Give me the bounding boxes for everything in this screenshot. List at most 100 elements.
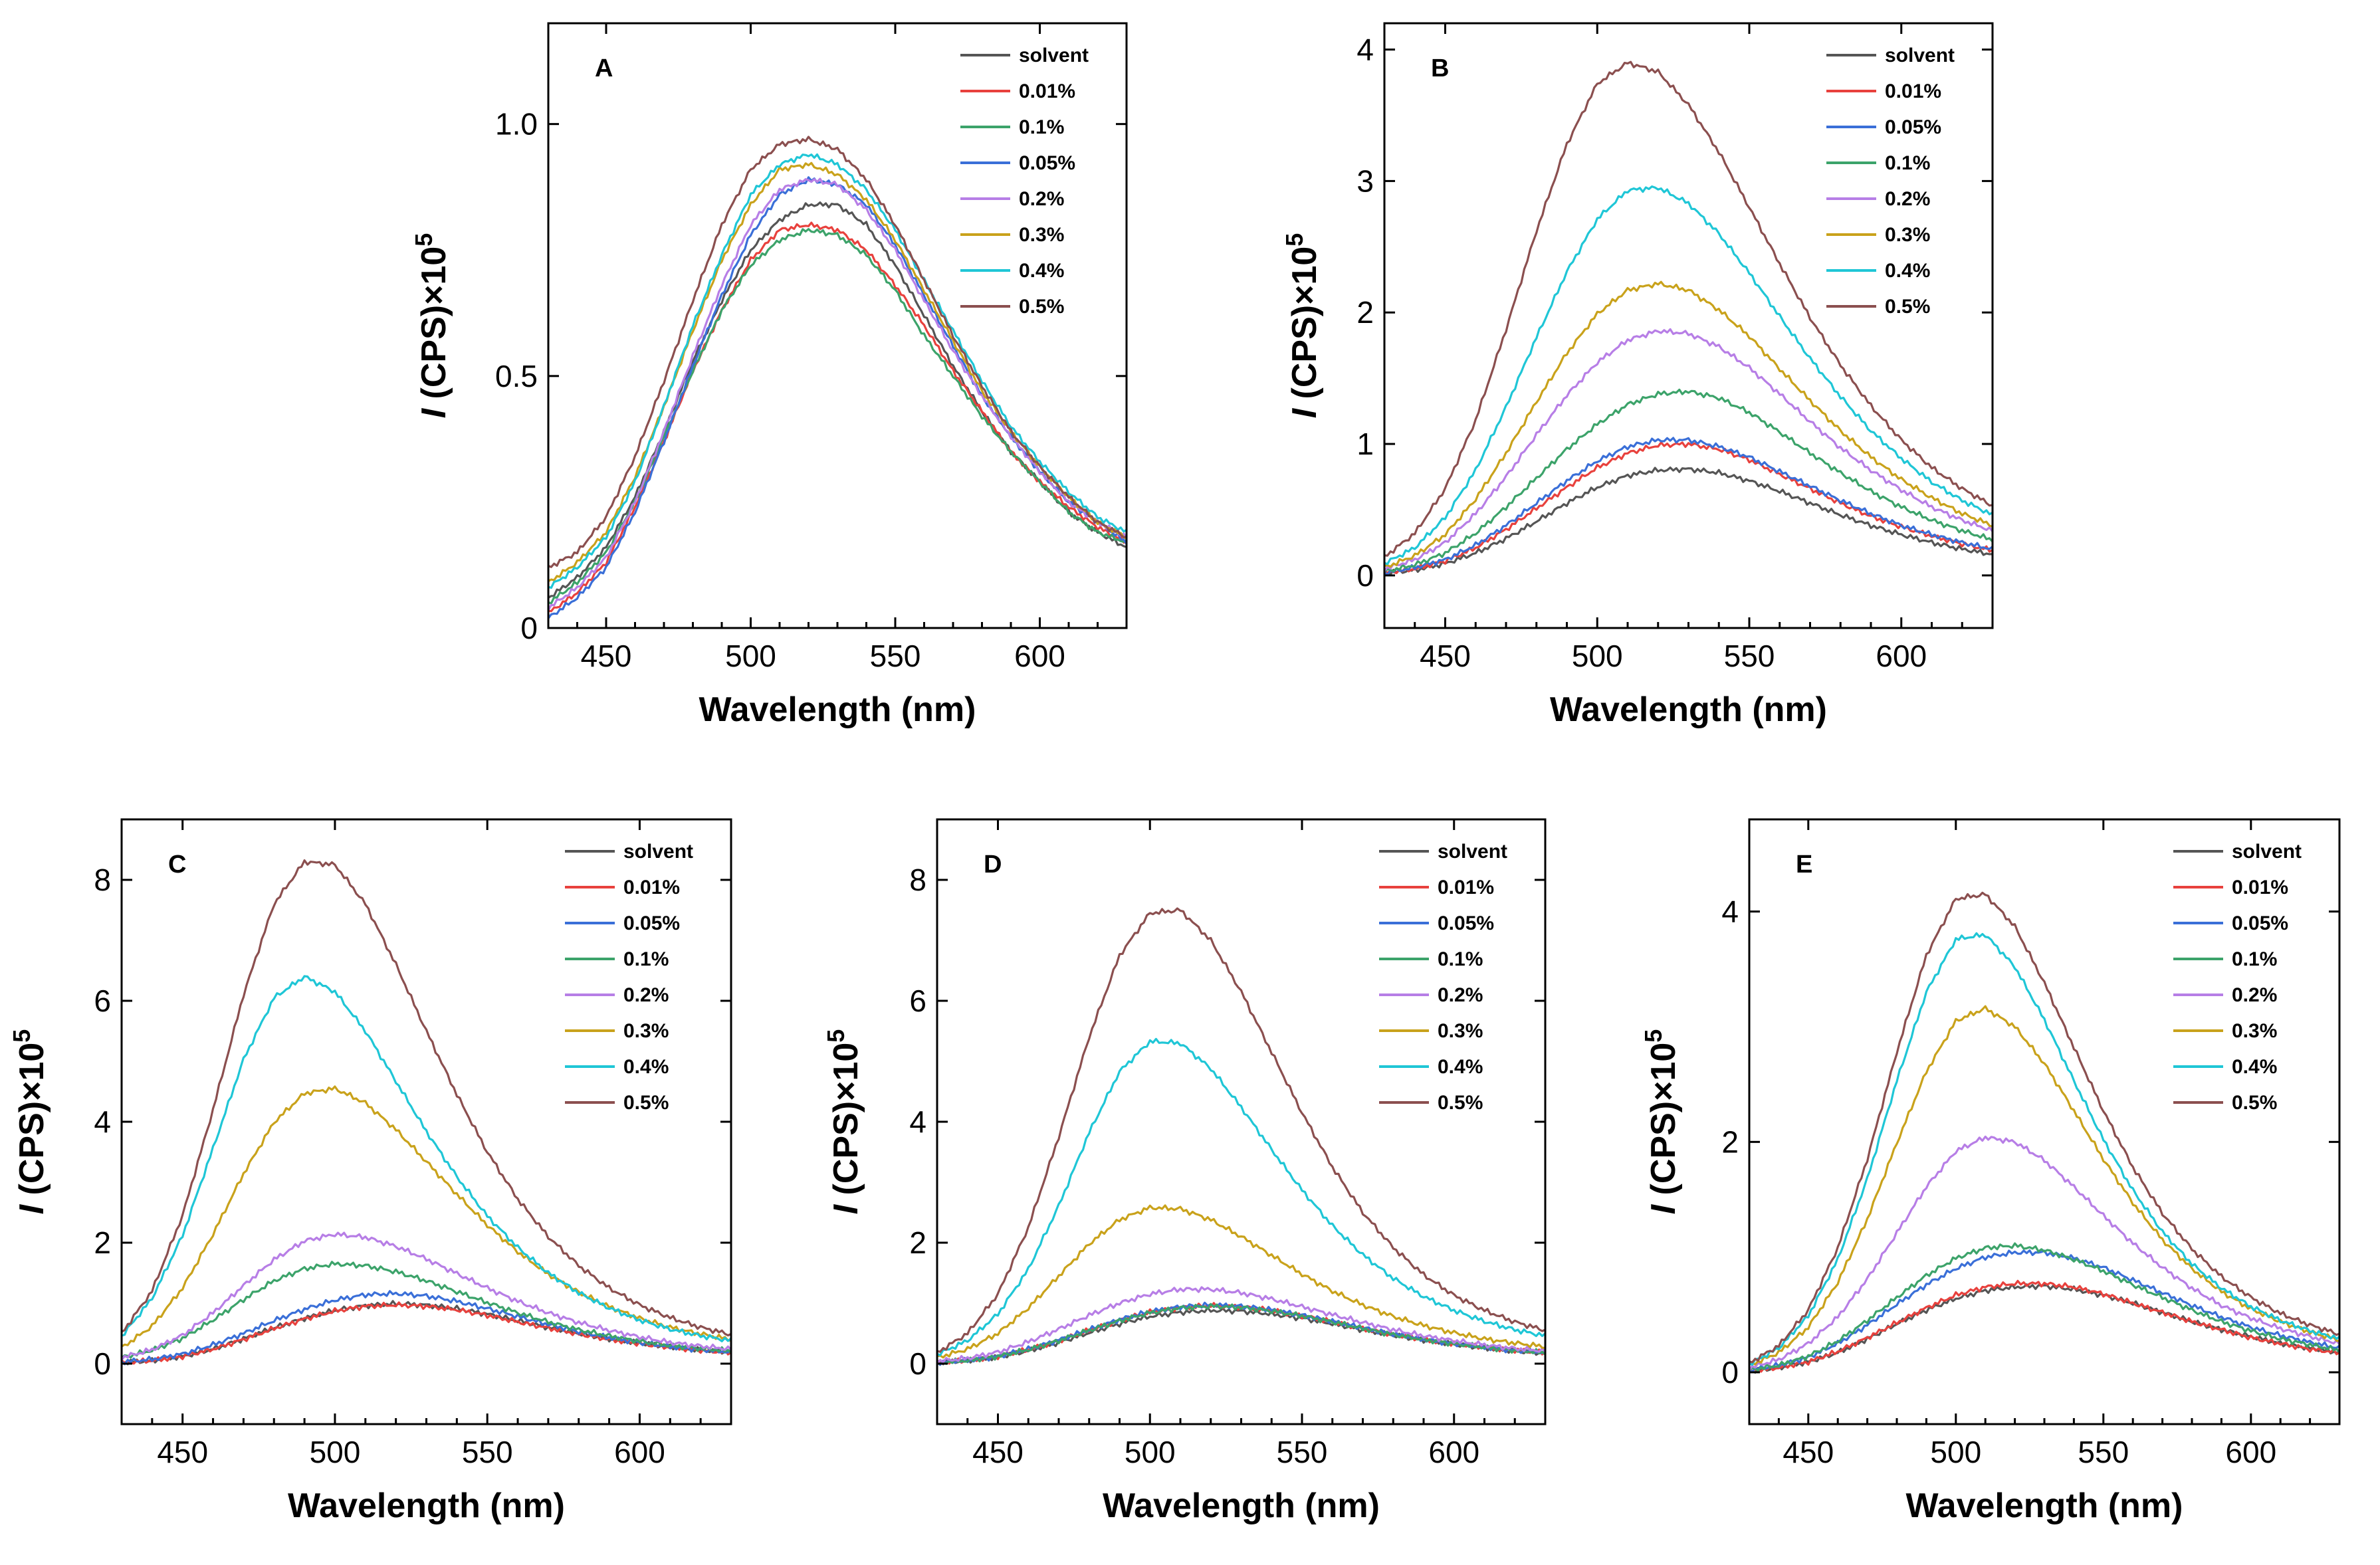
plot-frame [936,818,1547,1425]
x-tick-label: 600 [614,1435,665,1469]
y-tick-label: 1 [1356,427,1374,461]
x-axis-title: Wavelength (nm) [699,690,976,729]
legend-label: 0.1% [1885,152,1930,174]
y-tick-label: 4 [909,1104,926,1139]
y-tick-label: 0 [94,1346,111,1381]
series-line-solvent [122,1300,731,1366]
series-line-0.3% [937,1204,1545,1359]
series-line-0.4% [937,1037,1545,1357]
y-tick-label: 0 [520,611,538,645]
legend-label: 0.3% [1438,1020,1483,1042]
y-axis-title-italic: I [415,407,453,418]
x-axis-title: Wavelength (nm) [1550,690,1827,729]
legend-label: solvent [2232,841,2302,863]
y-axis-title-main: (CPS)×10 [827,1043,865,1205]
y-tick-label: 2 [1356,295,1374,330]
x-tick-label: 500 [725,639,776,673]
legend-label: 0.1% [1019,116,1064,138]
legend: solvent 0.01% 0.05% 0.1% 0.2% 0.3% 0.4% 0.5% [1826,45,1955,318]
plot-frame [547,22,1128,629]
y-axis-title-italic: I [1285,407,1324,418]
series-line-0.05% [122,1290,731,1366]
series-line-0.5% [548,136,1127,568]
series-line-0.5% [122,859,731,1337]
panel-label: D [984,851,1002,879]
y-tick-label: 2 [94,1225,111,1260]
x-tick-label: 600 [1428,1435,1479,1469]
series-line-0.1% [122,1261,731,1359]
series-line-0.1% [1749,1242,2339,1372]
y-tick-label: 2 [909,1225,926,1260]
x-tick-label: 550 [462,1435,513,1469]
x-tick-label: 550 [1277,1435,1328,1469]
y-tick-label: 0.5 [495,359,538,393]
y-axis-title-italic: I [13,1203,51,1214]
y-axis-title: I (CPS)×105 [8,1029,51,1215]
y-axis-title: I (CPS)×105 [410,233,453,419]
y-tick-label: 6 [94,984,111,1018]
panel-a: 450 500 550 600 0 0.5 1.0 Wavelength (nm) I (CPS… [410,22,1128,729]
x-tick-label: 600 [1876,639,1927,673]
series-line-0.3% [122,1085,731,1348]
y-axis-title-exponent: 5 [410,233,437,247]
y-tick-label: 4 [1721,894,1739,929]
y-axis-title-exponent: 5 [1281,233,1308,247]
series-line-0.5% [937,907,1545,1353]
legend-label: 0.2% [1885,188,1930,210]
series-line-0.05% [1384,437,1993,576]
legend-label: 0.3% [2232,1020,2277,1042]
legend: solvent 0.01% 0.05% 0.1% 0.2% 0.3% 0.4% 0.5% [1379,841,1507,1114]
plot-frame [1383,22,1994,629]
x-tick-label: 450 [157,1435,208,1469]
series-group [1384,60,1993,576]
legend-label: 0.1% [623,948,669,970]
series-line-solvent [1384,467,1993,575]
legend-label: 0.4% [1019,260,1064,282]
legend-label: 0.4% [1438,1056,1483,1078]
legend-label: 0.5% [1885,296,1930,318]
y-tick-label: 0 [1356,558,1374,593]
series-group [937,907,1545,1366]
series-line-0.1% [548,228,1127,605]
legend-label: 0.1% [1438,948,1483,970]
y-axis-title-main: (CPS)×10 [1285,247,1324,409]
x-tick-label: 550 [1724,639,1775,673]
panel-b: 450 500 550 600 0 1 2 3 4 Wavelength (nm) I (CPS)×… [1281,22,1994,729]
x-tick-label: 500 [1572,639,1623,673]
series-line-0.4% [122,975,731,1342]
x-tick-label: 500 [1125,1435,1176,1469]
legend-label: 0.5% [2232,1092,2277,1114]
plot-frame [120,818,732,1425]
y-tick-label: 4 [1356,33,1374,67]
x-tick-label: 500 [310,1435,361,1469]
x-tick-label: 450 [1783,1435,1834,1469]
series-line-0.4% [548,153,1127,589]
legend-label: 0.01% [1019,80,1075,102]
y-axis-title: I (CPS)×105 [1640,1029,1683,1215]
y-axis-title: I (CPS)×105 [822,1029,865,1215]
legend-label: 0.01% [1885,80,1941,102]
y-axis-title-exponent: 5 [8,1029,35,1043]
legend-label: 0.01% [1438,877,1494,898]
legend-label: solvent [623,841,693,863]
series-line-0.2% [1384,328,1993,572]
series-line-0.2% [1749,1135,2339,1371]
y-axis-title-exponent: 5 [1640,1029,1667,1043]
series-line-0.05% [937,1301,1545,1366]
plot-frame [1748,818,2341,1425]
series-group [548,136,1127,619]
legend: solvent 0.01% 0.1% 0.05% 0.2% 0.3% 0.4% 0.5% [960,45,1089,318]
legend-label: 0.4% [623,1056,669,1078]
series-line-0.2% [548,177,1127,611]
y-axis-title-italic: I [1644,1203,1683,1214]
legend-label: 0.5% [623,1092,669,1114]
panel-label: A [595,54,613,82]
legend-label: 0.3% [623,1020,669,1042]
legend-label: 0.4% [2232,1056,2277,1078]
series-line-0.4% [1384,185,1993,566]
series-line-solvent [937,1306,1545,1366]
series-line-0.3% [1749,1005,2339,1366]
x-tick-label: 500 [1930,1435,1981,1469]
legend: solvent 0.01% 0.05% 0.1% 0.2% 0.3% 0.4% 0.5% [2173,841,2302,1114]
